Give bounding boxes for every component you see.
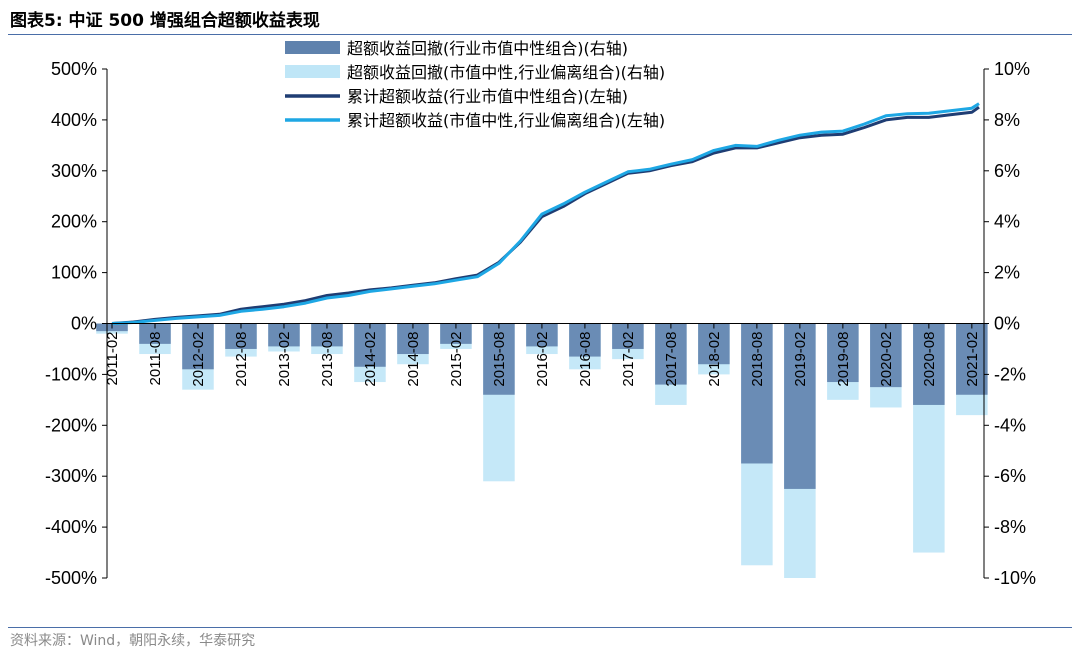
left-tick-label: -300% bbox=[45, 466, 97, 486]
drawdown-bar bbox=[956, 323, 988, 395]
right-tick-label: 8% bbox=[994, 110, 1020, 130]
left-tick-label: -100% bbox=[45, 364, 97, 384]
chart: -500% -400% -300% -200% -100% 0% 100% 200% 300% 4… bbox=[45, 39, 1036, 588]
drawdown-bar bbox=[354, 323, 386, 367]
bottom-rule bbox=[8, 627, 1072, 628]
x-tick-label: 2021-02 bbox=[964, 332, 981, 387]
legend-label: 超额收益回撤(市值中性,行业偏离组合)(右轴) bbox=[347, 63, 665, 82]
bars-industry-neutral bbox=[96, 323, 988, 489]
drawdown-bar bbox=[698, 323, 730, 365]
drawdown-bar bbox=[870, 323, 902, 388]
x-tick-label: 2016-08 bbox=[577, 332, 594, 387]
cumulative-lines bbox=[111, 102, 980, 325]
right-tick-label: -10% bbox=[994, 568, 1036, 588]
left-tick-label: -200% bbox=[45, 415, 97, 435]
drawdown-bar bbox=[397, 323, 429, 355]
x-tick-label: 2016-02 bbox=[534, 332, 551, 387]
x-tick-label: 2011-02 bbox=[104, 332, 121, 386]
drawdown-bar bbox=[526, 323, 558, 347]
line-industry-deviation bbox=[111, 102, 980, 325]
drawdown-bar bbox=[569, 323, 601, 357]
drawdown-bar bbox=[827, 323, 859, 383]
right-tick-label: -6% bbox=[994, 466, 1026, 486]
x-tick-label: 2020-08 bbox=[921, 332, 938, 387]
top-rule bbox=[8, 34, 1072, 35]
left-tick-label: 500% bbox=[51, 59, 97, 79]
left-tick-label: 100% bbox=[51, 263, 97, 283]
left-tick-label: -500% bbox=[45, 568, 97, 588]
source-note: 资料来源：Wind，朝阳永续，华泰研究 bbox=[10, 633, 256, 649]
drawdown-bar bbox=[655, 323, 687, 385]
x-tick-label: 2019-08 bbox=[835, 332, 852, 387]
x-tick-label: 2018-08 bbox=[749, 332, 766, 387]
line-industry-neutral bbox=[111, 105, 980, 325]
drawdown-bar bbox=[311, 323, 343, 347]
x-tick-label: 2014-08 bbox=[405, 332, 422, 387]
drawdown-bar bbox=[139, 323, 171, 344]
legend-label: 累计超额收益(市值中性,行业偏离组合)(左轴) bbox=[347, 111, 665, 130]
left-tick-label: 0% bbox=[71, 314, 97, 334]
legend-label: 超额收益回撤(行业市值中性组合)(右轴) bbox=[347, 39, 628, 58]
drawdown-bar bbox=[913, 323, 945, 405]
left-tick-label: -400% bbox=[45, 517, 97, 537]
x-tick-label: 2013-02 bbox=[276, 332, 293, 387]
legend-swatch-bar bbox=[285, 65, 340, 78]
right-tick-label: 4% bbox=[994, 212, 1020, 232]
right-tick-label: 6% bbox=[994, 161, 1020, 181]
legend: 超额收益回撤(行业市值中性组合)(右轴) 超额收益回撤(市值中性,行业偏离组合)(… bbox=[285, 39, 665, 130]
right-tick-label: -4% bbox=[994, 415, 1026, 435]
x-tick-label: 2018-02 bbox=[706, 332, 723, 387]
figure-title: 图表5: 中证 500 增强组合超额收益表现 bbox=[10, 11, 320, 31]
x-tick-label: 2019-02 bbox=[792, 332, 809, 387]
x-tick-label: 2017-08 bbox=[663, 332, 680, 387]
left-tick-label: 200% bbox=[51, 212, 97, 232]
x-tick-label: 2015-08 bbox=[491, 332, 508, 387]
right-tick-label: -2% bbox=[994, 364, 1026, 384]
x-tick-label: 2012-02 bbox=[190, 332, 207, 387]
drawdown-bar bbox=[182, 323, 214, 370]
right-tick-label: 10% bbox=[994, 59, 1030, 79]
drawdown-bar bbox=[440, 323, 472, 344]
left-tick-label: 300% bbox=[51, 161, 97, 181]
x-tick-label: 2020-02 bbox=[878, 332, 895, 387]
drawdown-bar bbox=[268, 323, 300, 347]
x-tick-label: 2015-02 bbox=[448, 332, 465, 387]
right-tick-label: 0% bbox=[994, 314, 1020, 334]
x-tick-label: 2017-02 bbox=[620, 332, 637, 387]
legend-swatch-bar bbox=[285, 41, 340, 54]
x-tick-label: 2013-08 bbox=[319, 332, 336, 387]
right-tick-label: -8% bbox=[994, 517, 1026, 537]
legend-label: 累计超额收益(行业市值中性组合)(左轴) bbox=[347, 87, 628, 106]
left-tick-label: 400% bbox=[51, 110, 97, 130]
drawdown-bar bbox=[784, 323, 816, 489]
x-tick-label: 2011-08 bbox=[147, 332, 164, 386]
drawdown-bar bbox=[741, 323, 773, 464]
axes: -500% -400% -300% -200% -100% 0% 100% 200% 300% 4… bbox=[45, 59, 1036, 588]
x-tick-label: 2012-08 bbox=[233, 332, 250, 387]
drawdown-bar bbox=[483, 323, 515, 395]
right-tick-label: 2% bbox=[994, 263, 1020, 283]
x-tick-label: 2014-02 bbox=[362, 332, 379, 387]
